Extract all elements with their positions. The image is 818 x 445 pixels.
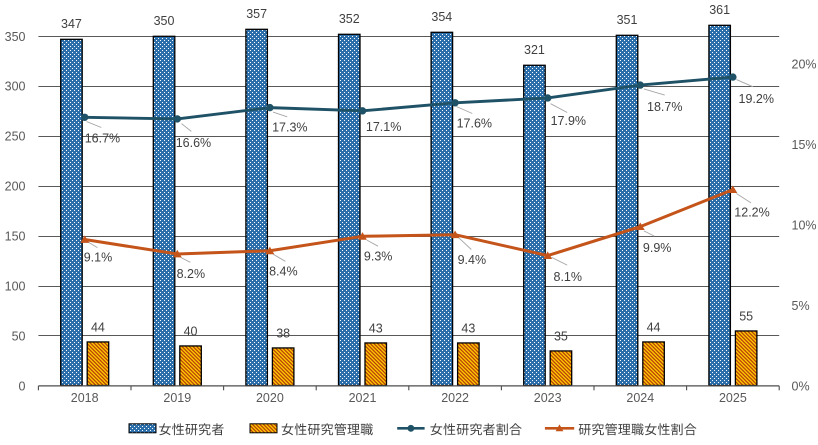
svg-text:17.9%: 17.9% xyxy=(551,114,586,128)
svg-text:12.2%: 12.2% xyxy=(734,206,769,220)
svg-text:43: 43 xyxy=(461,321,475,335)
svg-text:352: 352 xyxy=(339,12,360,26)
svg-text:38: 38 xyxy=(276,326,290,340)
svg-text:9.3%: 9.3% xyxy=(364,249,393,263)
svg-text:200: 200 xyxy=(5,180,26,194)
svg-text:361: 361 xyxy=(709,3,730,17)
svg-text:17.3%: 17.3% xyxy=(272,121,307,135)
svg-text:0%: 0% xyxy=(792,379,810,393)
svg-text:2023: 2023 xyxy=(534,391,562,405)
svg-text:35: 35 xyxy=(554,329,568,343)
svg-text:354: 354 xyxy=(431,10,452,24)
svg-text:16.7%: 16.7% xyxy=(85,132,120,146)
svg-text:17.6%: 17.6% xyxy=(457,116,492,130)
svg-text:357: 357 xyxy=(246,7,267,21)
svg-text:8.1%: 8.1% xyxy=(554,270,583,284)
svg-text:347: 347 xyxy=(61,17,82,31)
svg-text:350: 350 xyxy=(154,14,175,28)
svg-text:55: 55 xyxy=(739,309,753,323)
svg-text:350: 350 xyxy=(5,30,26,44)
svg-text:9.1%: 9.1% xyxy=(84,250,113,264)
svg-text:0: 0 xyxy=(19,379,26,393)
svg-text:250: 250 xyxy=(5,130,26,144)
svg-text:351: 351 xyxy=(617,13,638,27)
svg-text:300: 300 xyxy=(5,80,26,94)
svg-text:9.9%: 9.9% xyxy=(643,241,672,255)
svg-text:20%: 20% xyxy=(792,58,817,72)
svg-text:10%: 10% xyxy=(792,219,817,233)
svg-text:17.1%: 17.1% xyxy=(366,120,401,134)
svg-text:2018: 2018 xyxy=(71,391,99,405)
svg-text:2019: 2019 xyxy=(163,391,191,405)
svg-text:18.7%: 18.7% xyxy=(647,100,682,114)
svg-text:19.2%: 19.2% xyxy=(739,92,774,106)
svg-text:2022: 2022 xyxy=(441,391,469,405)
svg-text:44: 44 xyxy=(647,320,661,334)
svg-text:16.6%: 16.6% xyxy=(176,136,211,150)
svg-text:8.2%: 8.2% xyxy=(177,267,206,281)
svg-text:44: 44 xyxy=(91,320,105,334)
svg-text:2024: 2024 xyxy=(626,391,654,405)
svg-text:100: 100 xyxy=(5,280,26,294)
svg-text:150: 150 xyxy=(5,230,26,244)
svg-text:5%: 5% xyxy=(792,299,810,313)
svg-text:2025: 2025 xyxy=(719,391,747,405)
svg-text:9.4%: 9.4% xyxy=(458,253,487,267)
svg-text:43: 43 xyxy=(369,321,383,335)
svg-text:2021: 2021 xyxy=(349,391,377,405)
svg-text:2020: 2020 xyxy=(256,391,284,405)
svg-text:8.4%: 8.4% xyxy=(269,264,298,278)
svg-text:40: 40 xyxy=(184,324,198,338)
svg-text:321: 321 xyxy=(524,43,545,57)
svg-text:15%: 15% xyxy=(792,138,817,152)
svg-text:50: 50 xyxy=(12,329,26,343)
